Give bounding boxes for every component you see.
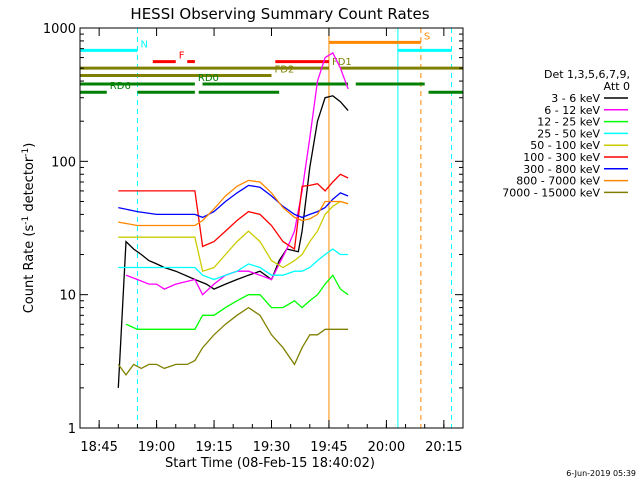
- legend-label-5: 100 - 300 keV: [523, 151, 600, 164]
- flag-label-f: F: [179, 51, 185, 62]
- legend-label-1: 6 - 12 keV: [544, 104, 600, 117]
- x-axis-label: Start Time (08-Feb-15 18:40:02): [165, 456, 375, 471]
- flag-label-rd0: RD0: [198, 73, 219, 84]
- x-tick-label-1: 19:00: [138, 440, 175, 455]
- x-tick-label-5: 20:00: [368, 440, 405, 455]
- legend-title-line-1: Det 1,3,5,6,7,9,: [544, 68, 630, 81]
- x-tick-label-3: 19:30: [253, 440, 290, 455]
- x-tick-label-0: 18:45: [80, 440, 117, 455]
- y-tick-label-0: 1: [68, 422, 76, 437]
- legend-label-8: 7000 - 15000 keV: [502, 186, 600, 199]
- legend-label-0: 3 - 6 keV: [551, 92, 600, 105]
- x-tick-label-2: 19:15: [195, 440, 232, 455]
- flag-label-fd1: FD1: [332, 57, 352, 68]
- series-line-0: [117, 95, 349, 388]
- series-line-8: [117, 306, 349, 377]
- y-tick-label-1: 10: [59, 289, 76, 304]
- series-line-4: [118, 200, 349, 273]
- footer-timestamp: 6-Jun-2019 05:39: [566, 469, 636, 478]
- legend-label-6: 300 - 800 keV: [523, 163, 600, 176]
- legend-label-4: 50 - 100 keV: [530, 139, 600, 152]
- y-axis-label-sup: -1: [21, 216, 31, 225]
- axes: 18:45 19:00 19:15 19:30 19:45 20:00 20:15 1 10 10…: [43, 22, 464, 455]
- legend-label-3: 25 - 50 keV: [537, 127, 600, 140]
- flag-label-fd2: FD2: [275, 65, 295, 76]
- flag-label-s: S: [424, 31, 430, 42]
- series-line-6: [118, 184, 349, 219]
- y-axis-label-close: ): [22, 143, 37, 148]
- y-axis-label-main: Count Rate (s: [22, 225, 37, 314]
- y-tick-label-2: 100: [51, 155, 76, 170]
- plot-area: N F S FD1 FD2 RD0 RD6: [79, 28, 463, 428]
- series-line-2: [125, 274, 349, 330]
- y-axis-label: Count Rate (s-1 detector-1): [21, 143, 37, 314]
- series-line-5: [118, 173, 349, 251]
- y-axis-label-sup2: -1: [21, 148, 31, 157]
- series-line-3: [118, 248, 349, 281]
- x-tick-label-4: 19:45: [310, 440, 347, 455]
- legend-title-line-2: Att 0: [604, 80, 630, 93]
- series-line-1: [125, 51, 349, 296]
- flag-label-n: N: [140, 39, 147, 50]
- legend-label-7: 800 - 7000 keV: [516, 175, 600, 188]
- legend-label-2: 12 - 25 keV: [537, 116, 600, 129]
- x-tick-label-6: 20:15: [425, 440, 462, 455]
- y-tick-label-3: 1000: [43, 22, 76, 37]
- chart-title: HESSI Observing Summary Count Rates: [130, 5, 429, 23]
- y-axis-label-tail: detector: [22, 156, 37, 216]
- series-line-7: [118, 179, 349, 227]
- flag-label-rd6: RD6: [110, 81, 131, 92]
